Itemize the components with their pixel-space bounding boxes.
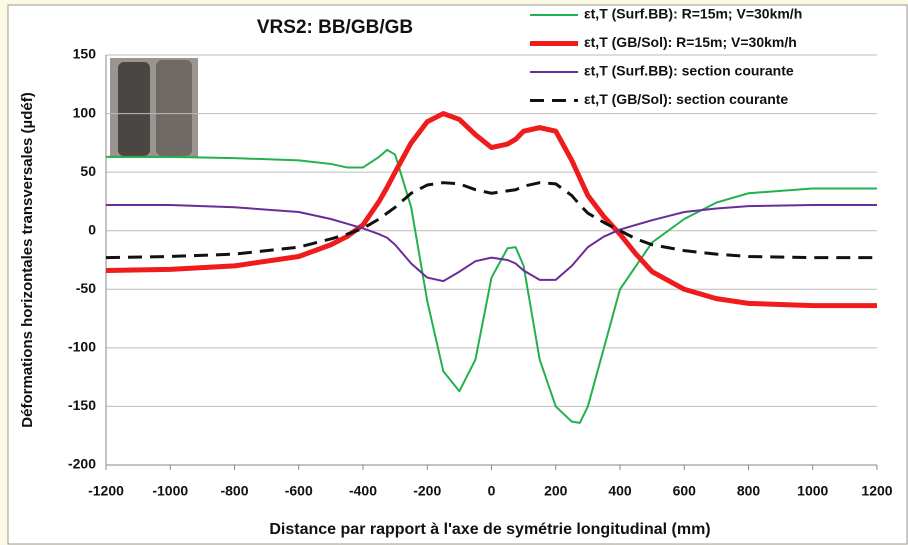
y-axis-label: Déformations horizontales transversales … — [19, 92, 36, 427]
legend-label: εt,T (GB/Sol): section courante — [584, 91, 788, 107]
legend-label: εt,T (GB/Sol): R=15m; V=30km/h — [584, 34, 797, 50]
x-tick-label: 800 — [737, 483, 761, 499]
y-tick-label: -200 — [68, 456, 96, 472]
x-tick-label: 200 — [544, 483, 568, 499]
legend-label: εt,T (Surf.BB): R=15m; V=30km/h — [584, 6, 802, 22]
x-tick-label: 600 — [673, 483, 697, 499]
x-tick-label: 1000 — [797, 483, 828, 499]
x-axis-label: Distance par rapport à l'axe de symétrie… — [269, 521, 710, 538]
y-tick-label: 150 — [73, 46, 97, 62]
chart-title: VRS2: BB/GB/GB — [257, 17, 413, 38]
x-tick-label: 0 — [488, 483, 496, 499]
x-tick-label: -1000 — [152, 483, 188, 499]
y-tick-label: 50 — [80, 163, 96, 179]
y-tick-label: -100 — [68, 339, 96, 355]
y-tick-label: -150 — [68, 397, 96, 413]
x-tick-label: -200 — [413, 483, 441, 499]
x-tick-label: -400 — [349, 483, 377, 499]
y-tick-label: -50 — [76, 280, 96, 296]
x-tick-label: -600 — [285, 483, 313, 499]
tire-photo — [110, 58, 198, 158]
legend-label: εt,T (Surf.BB): section courante — [584, 63, 794, 79]
x-tick-label: 1200 — [861, 483, 892, 499]
chart: VRS2: BB/GB/GB Distance par rapport à l'… — [0, 0, 908, 545]
x-tick-label: 400 — [608, 483, 632, 499]
x-tick-label: -800 — [220, 483, 248, 499]
y-tick-label: 0 — [88, 221, 96, 237]
y-tick-label: 100 — [73, 104, 97, 120]
x-tick-label: -1200 — [88, 483, 124, 499]
